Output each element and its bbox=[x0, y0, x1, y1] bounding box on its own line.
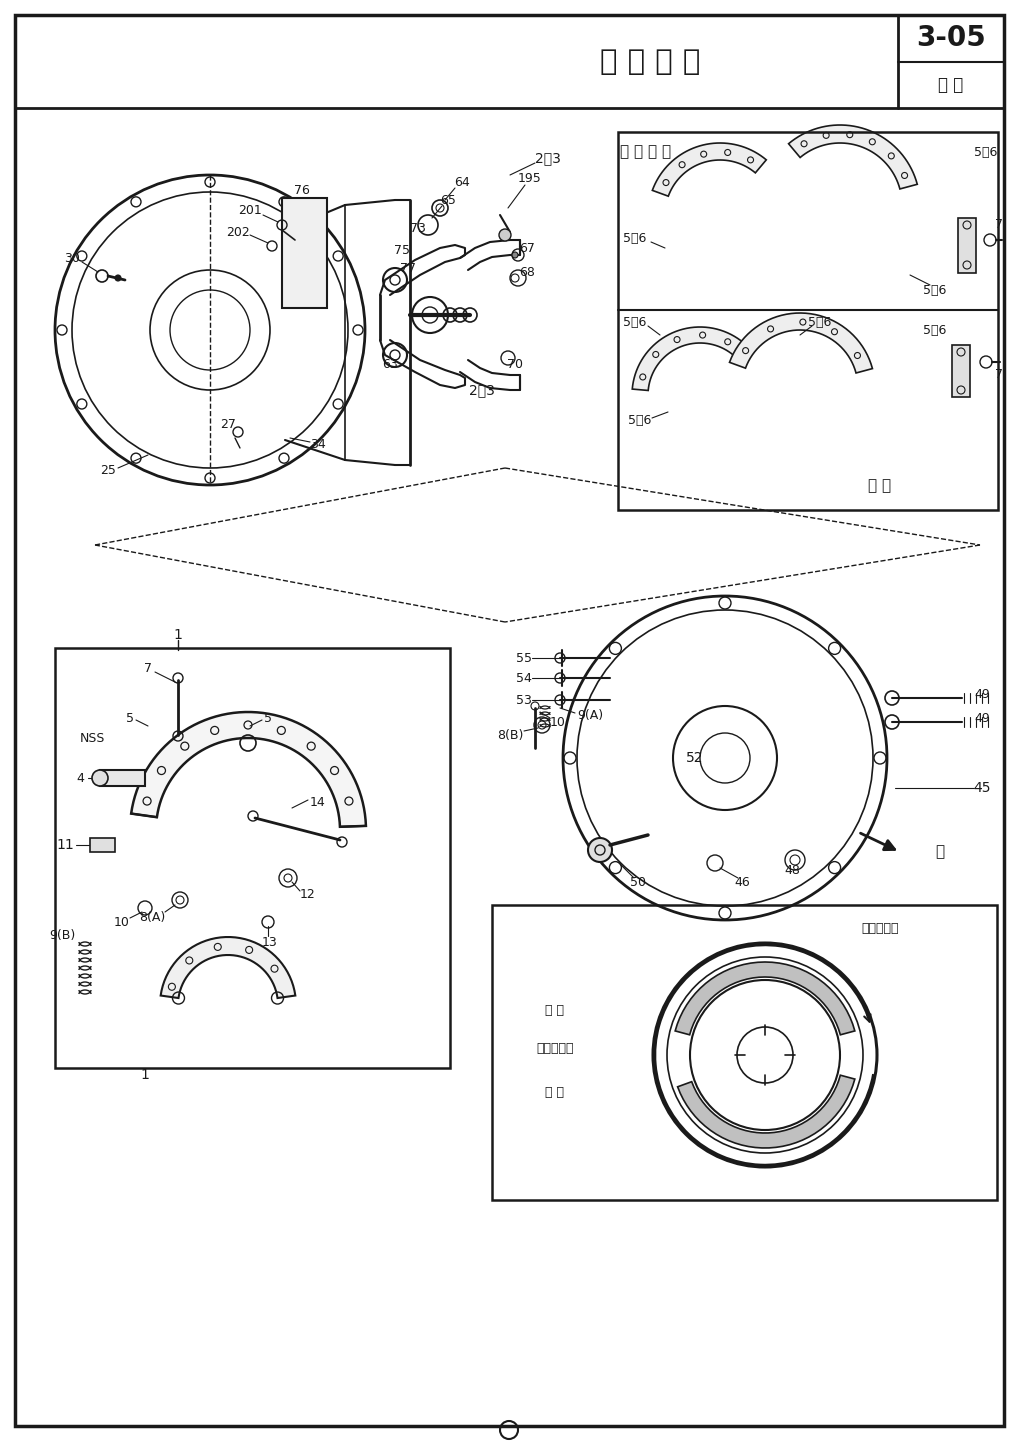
Text: 68: 68 bbox=[519, 265, 535, 278]
Polygon shape bbox=[789, 125, 917, 189]
Text: 4: 4 bbox=[76, 771, 84, 784]
Text: 49: 49 bbox=[974, 712, 989, 725]
Bar bbox=[100, 769, 145, 785]
Text: 52: 52 bbox=[686, 751, 704, 765]
Text: 53: 53 bbox=[516, 693, 532, 706]
Text: 5，6: 5，6 bbox=[624, 316, 647, 329]
Polygon shape bbox=[730, 313, 872, 373]
Text: 11: 11 bbox=[56, 839, 73, 852]
Text: 73: 73 bbox=[410, 222, 426, 235]
Polygon shape bbox=[652, 143, 766, 196]
Text: 2，3: 2，3 bbox=[535, 151, 560, 166]
Text: 7: 7 bbox=[995, 219, 1003, 232]
Text: 后 制 动 器: 后 制 动 器 bbox=[600, 48, 700, 76]
Text: 34: 34 bbox=[310, 438, 326, 451]
Text: 12: 12 bbox=[301, 889, 316, 902]
Text: 10: 10 bbox=[114, 915, 130, 928]
Bar bbox=[958, 218, 976, 272]
Bar bbox=[618, 133, 998, 510]
Text: 30: 30 bbox=[64, 252, 79, 265]
Text: 48: 48 bbox=[784, 863, 800, 876]
Text: 前: 前 bbox=[935, 844, 945, 859]
Text: 45: 45 bbox=[973, 781, 990, 795]
Text: 70: 70 bbox=[507, 359, 523, 372]
Text: 图 号: 图 号 bbox=[938, 76, 964, 94]
Text: 202: 202 bbox=[226, 225, 250, 239]
Text: 77: 77 bbox=[400, 261, 416, 274]
Text: 50: 50 bbox=[630, 876, 646, 889]
Text: 领 蹄: 领 蹄 bbox=[868, 478, 892, 493]
Bar bbox=[492, 905, 997, 1200]
Text: 1: 1 bbox=[173, 628, 182, 643]
Polygon shape bbox=[678, 1075, 855, 1148]
Text: 5，6: 5，6 bbox=[808, 316, 832, 329]
Circle shape bbox=[588, 839, 612, 862]
Text: 75: 75 bbox=[394, 244, 410, 256]
Text: 195: 195 bbox=[518, 171, 542, 184]
Text: 67: 67 bbox=[519, 242, 535, 255]
Text: 制动鼓转向: 制动鼓转向 bbox=[861, 921, 899, 935]
Text: 从 蹄: 从 蹄 bbox=[648, 144, 672, 160]
Text: 7: 7 bbox=[144, 661, 152, 674]
Text: 27: 27 bbox=[220, 418, 236, 431]
Circle shape bbox=[512, 252, 518, 258]
Text: 5，6: 5，6 bbox=[624, 232, 647, 245]
Text: 8(B): 8(B) bbox=[497, 729, 523, 742]
Circle shape bbox=[737, 1027, 793, 1084]
Text: 5: 5 bbox=[264, 712, 272, 725]
Text: NSS: NSS bbox=[79, 732, 105, 745]
Text: 65: 65 bbox=[440, 193, 455, 206]
Text: 76: 76 bbox=[294, 183, 310, 196]
Text: 10: 10 bbox=[550, 716, 566, 729]
Polygon shape bbox=[632, 327, 744, 391]
Text: 9(A): 9(A) bbox=[577, 709, 603, 722]
Text: 49: 49 bbox=[974, 687, 989, 700]
Circle shape bbox=[92, 769, 108, 785]
Text: 64: 64 bbox=[454, 176, 470, 189]
Circle shape bbox=[499, 229, 511, 241]
Circle shape bbox=[284, 875, 292, 882]
Bar bbox=[55, 648, 450, 1068]
Text: 13: 13 bbox=[262, 935, 278, 948]
Text: 25: 25 bbox=[100, 464, 116, 477]
Text: 46: 46 bbox=[734, 876, 750, 889]
Text: 55: 55 bbox=[516, 651, 532, 664]
Text: 9(B): 9(B) bbox=[49, 928, 75, 941]
Text: 3-05: 3-05 bbox=[916, 24, 985, 52]
Text: 5: 5 bbox=[126, 712, 135, 725]
Text: 1: 1 bbox=[141, 1068, 150, 1082]
Text: 54: 54 bbox=[516, 672, 532, 684]
Bar bbox=[952, 344, 970, 398]
Text: 5，6: 5，6 bbox=[923, 323, 947, 337]
Text: 制动蹄衬片: 制动蹄衬片 bbox=[536, 1042, 574, 1055]
Circle shape bbox=[115, 275, 121, 281]
Bar bbox=[90, 839, 115, 852]
Text: 14: 14 bbox=[310, 795, 326, 808]
Text: 领 蹄: 领 蹄 bbox=[545, 1085, 565, 1098]
Text: 2，3: 2，3 bbox=[469, 383, 495, 398]
Text: 从 蹄: 从 蹄 bbox=[545, 1003, 565, 1016]
Text: 5，6: 5，6 bbox=[923, 284, 947, 297]
Text: 8(A): 8(A) bbox=[139, 912, 165, 925]
Text: 7: 7 bbox=[995, 369, 1003, 382]
Polygon shape bbox=[161, 937, 296, 999]
Text: 5，6: 5，6 bbox=[974, 146, 998, 159]
Text: 从 蹄: 从 蹄 bbox=[621, 144, 644, 160]
Text: 63: 63 bbox=[382, 359, 397, 372]
Bar bbox=[282, 197, 327, 308]
Polygon shape bbox=[676, 963, 855, 1035]
Text: 5，6: 5，6 bbox=[629, 414, 652, 427]
Text: 201: 201 bbox=[238, 203, 262, 216]
Polygon shape bbox=[131, 712, 366, 827]
